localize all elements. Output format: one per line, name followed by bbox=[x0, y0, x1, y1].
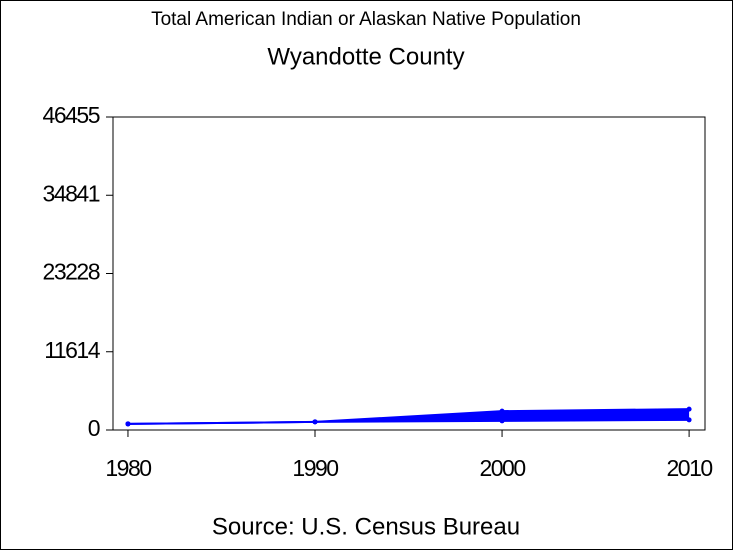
source-note: Source: U.S. Census Bureau bbox=[212, 513, 520, 540]
point bbox=[125, 421, 131, 427]
point bbox=[686, 406, 692, 412]
x-tick-label: 2000 bbox=[479, 455, 525, 481]
point bbox=[499, 408, 505, 414]
series-line bbox=[127, 418, 690, 425]
point bbox=[686, 417, 692, 423]
y-tick-label: 0 bbox=[88, 415, 100, 441]
chart-subtitle: Wyandotte County bbox=[267, 43, 464, 70]
chart-title: Total American Indian or Alaskan Native … bbox=[151, 9, 581, 30]
x-tick-label: 2010 bbox=[667, 455, 713, 481]
y-tick-label: 23228 bbox=[43, 259, 100, 285]
y-tick-label: 11614 bbox=[44, 337, 100, 363]
point bbox=[499, 418, 505, 424]
x-tick-label: 1980 bbox=[105, 455, 151, 481]
x-tick-label: 1990 bbox=[292, 455, 338, 481]
point bbox=[312, 419, 318, 425]
y-tick-label: 46455 bbox=[43, 102, 100, 128]
y-tick-label: 34841 bbox=[43, 180, 100, 206]
